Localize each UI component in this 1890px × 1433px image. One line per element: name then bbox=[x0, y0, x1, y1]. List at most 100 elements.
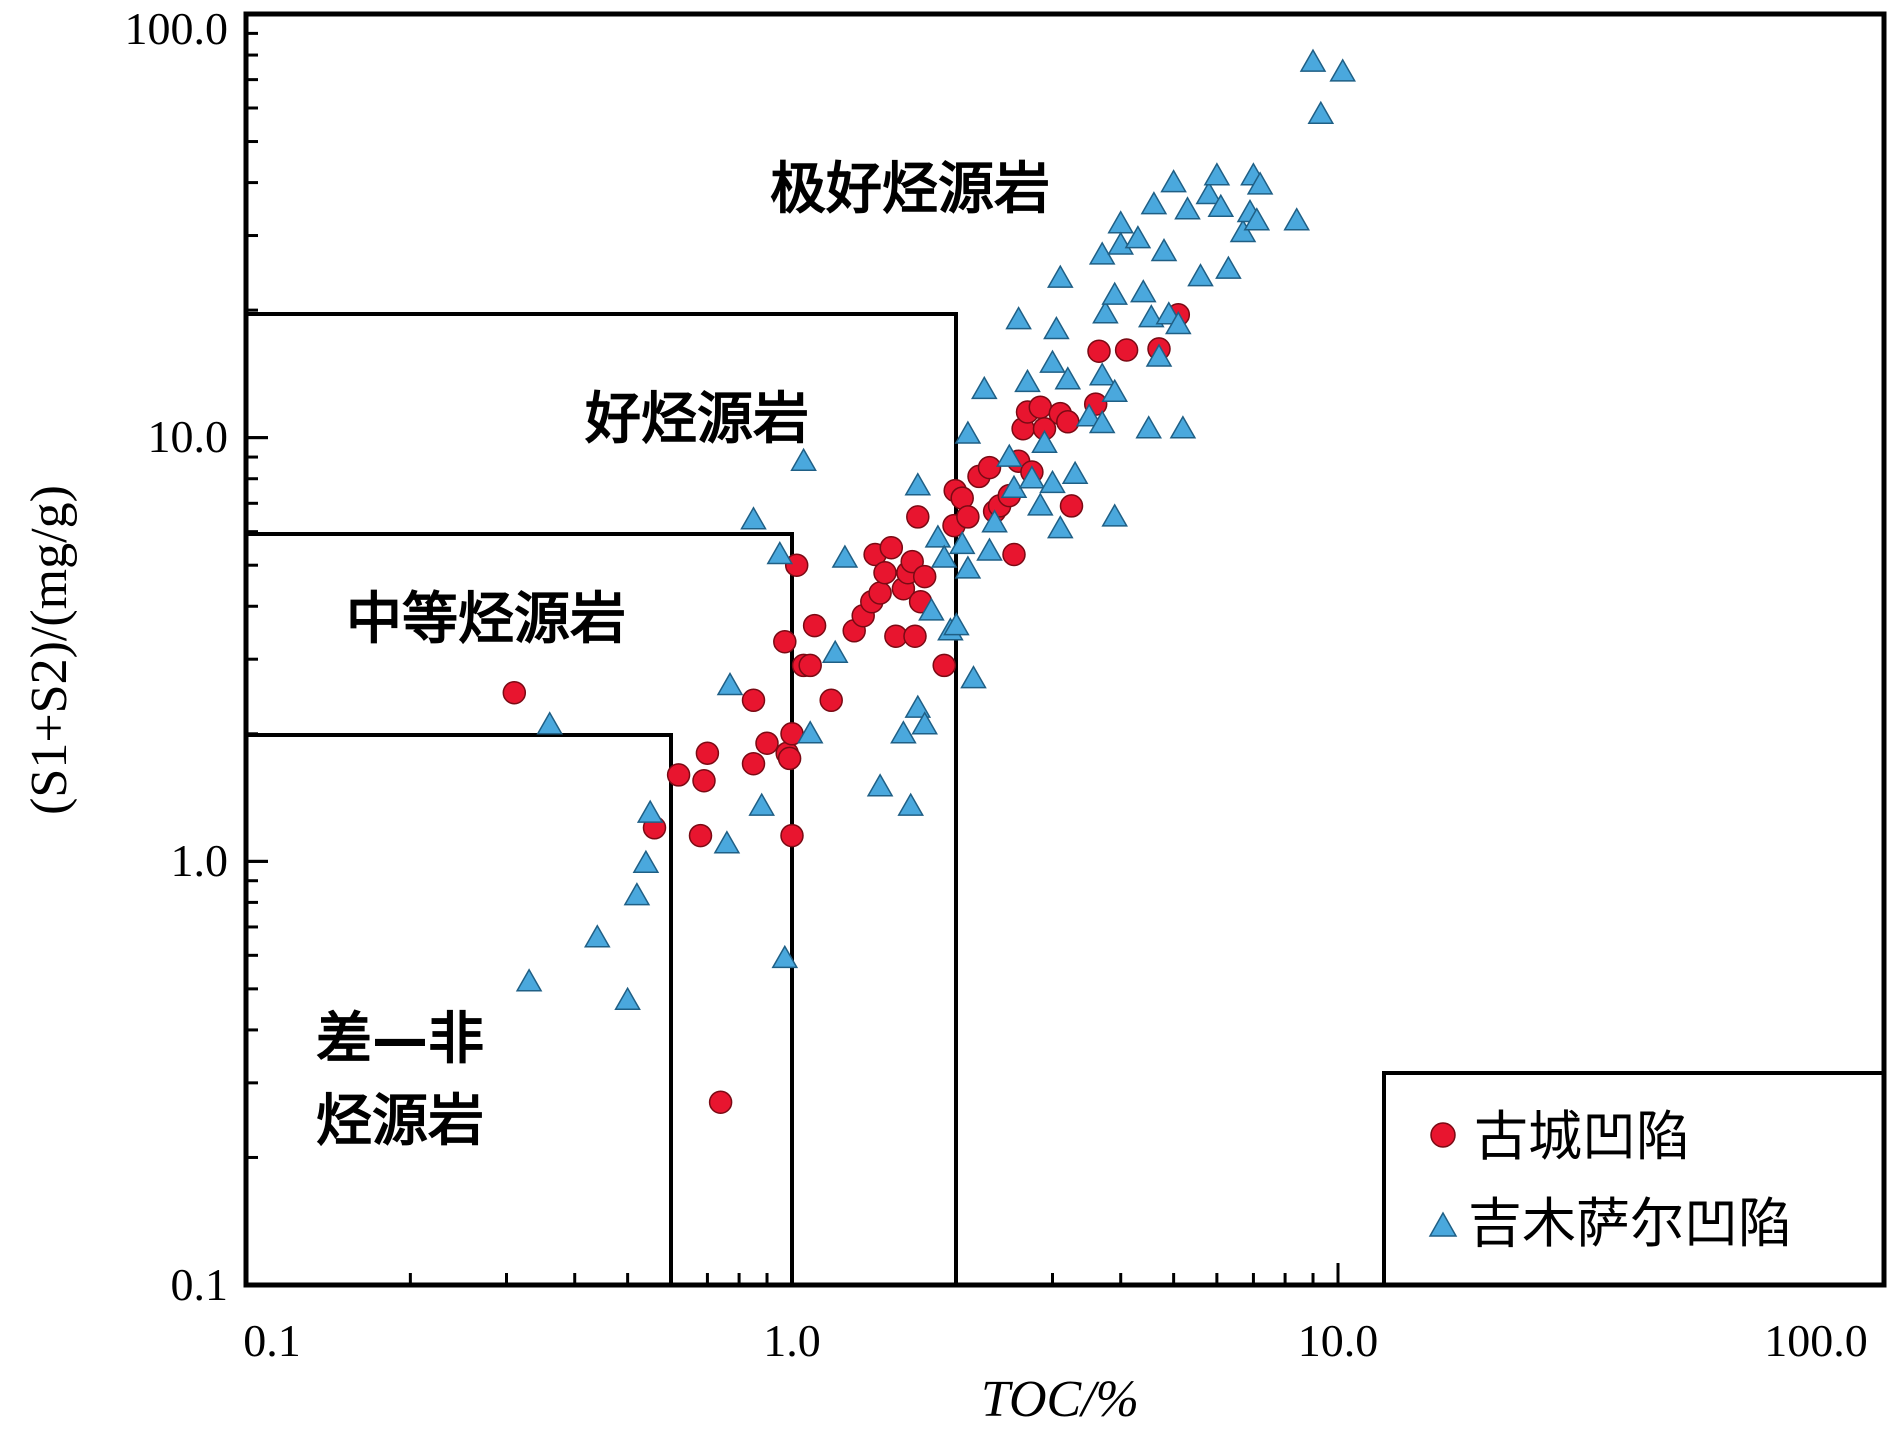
data-point-jimusaer bbox=[584, 924, 611, 948]
data-point-jimusaer bbox=[1014, 368, 1041, 393]
data-point-jimusaer bbox=[1130, 279, 1157, 303]
data-point-gucheng bbox=[956, 505, 980, 529]
data-point-jimusaer bbox=[1215, 255, 1242, 279]
data-point-jimusaer bbox=[1031, 429, 1058, 454]
data-point-jimusaer bbox=[1207, 193, 1235, 217]
data-point-jimusaer bbox=[1124, 225, 1152, 249]
legend: 古城凹陷 吉木萨尔凹陷 bbox=[1382, 1071, 1886, 1287]
legend-label-jimusaer: 吉木萨尔凹陷 bbox=[1468, 1192, 1792, 1255]
data-point-gucheng bbox=[780, 823, 804, 848]
data-point-jimusaer bbox=[748, 792, 775, 816]
data-point-jimusaer bbox=[1160, 169, 1187, 193]
data-point-jimusaer bbox=[1229, 218, 1257, 243]
data-point-jimusaer bbox=[904, 694, 932, 718]
y-tick-label-1: 1.0 bbox=[171, 835, 229, 886]
data-point-jimusaer bbox=[515, 968, 543, 992]
data-point-gucheng bbox=[798, 653, 822, 678]
region-label-poor-line1: 差—非 bbox=[316, 1007, 484, 1072]
y-axis-title: (S1+S2)/(mg/g) bbox=[21, 485, 78, 815]
data-point-jimusaer bbox=[623, 882, 651, 906]
region-label-medium: 中等烃源岩 bbox=[346, 587, 626, 652]
data-point-gucheng bbox=[1028, 395, 1053, 419]
data-point-jimusaer bbox=[1039, 349, 1066, 373]
data-point-jimusaer bbox=[766, 540, 794, 565]
data-point-jimusaer bbox=[1054, 366, 1082, 390]
data-point-jimusaer bbox=[1088, 409, 1116, 434]
data-point-jimusaer bbox=[796, 720, 824, 744]
y-tick-label-2: 10.0 bbox=[148, 411, 229, 462]
data-point-jimusaer bbox=[1018, 465, 1046, 489]
data-point-gucheng bbox=[784, 553, 809, 577]
data-point-gucheng bbox=[777, 746, 802, 771]
data-point-jimusaer bbox=[1107, 210, 1134, 234]
data-point-jimusaer bbox=[740, 506, 767, 530]
data-point-gucheng bbox=[932, 653, 956, 678]
data-point-gucheng bbox=[900, 549, 924, 574]
data-point-jimusaer bbox=[1169, 415, 1197, 439]
legend-label-gucheng: 古城凹陷 bbox=[1474, 1105, 1690, 1168]
x-tick-label-1: 1.0 bbox=[763, 1315, 821, 1366]
data-point-jimusaer bbox=[1195, 180, 1223, 205]
data-point-jimusaer bbox=[1039, 469, 1066, 494]
data-point-jimusaer bbox=[890, 720, 917, 744]
region-boundaries bbox=[246, 312, 958, 1285]
data-point-jimusaer bbox=[716, 671, 744, 696]
data-point-jimusaer bbox=[1135, 415, 1162, 439]
data-point-jimusaer bbox=[1075, 403, 1103, 427]
data-point-jimusaer bbox=[1203, 162, 1231, 186]
data-point-jimusaer bbox=[636, 799, 664, 823]
data-point-gucheng bbox=[879, 535, 904, 560]
data-point-gucheng bbox=[912, 564, 937, 589]
data-point-jimusaer bbox=[1138, 304, 1165, 328]
data-point-jimusaer bbox=[897, 792, 924, 816]
data-point-gucheng bbox=[873, 560, 897, 585]
data-point-gucheng bbox=[977, 455, 1002, 480]
data-point-gucheng bbox=[773, 629, 797, 654]
data-point-gucheng bbox=[688, 823, 713, 848]
data-point-jimusaer bbox=[1283, 207, 1310, 231]
data-point-gucheng bbox=[1059, 494, 1084, 518]
data-point-jimusaer bbox=[904, 472, 932, 496]
y-tick-label-0: 0.1 bbox=[171, 1259, 229, 1310]
data-point-jimusaer bbox=[1101, 378, 1128, 402]
series-jimusaer bbox=[515, 48, 1356, 1011]
data-point-jimusaer bbox=[831, 544, 859, 568]
data-point-jimusaer bbox=[1329, 58, 1356, 82]
data-point-jimusaer bbox=[713, 830, 741, 854]
y-tick-label-3: 100.0 bbox=[125, 3, 229, 54]
data-point-gucheng bbox=[1056, 410, 1080, 434]
plot-frame bbox=[243, 11, 1887, 1288]
data-point-gucheng bbox=[741, 688, 766, 713]
data-point-gucheng bbox=[692, 768, 716, 793]
data-point-jimusaer bbox=[943, 612, 970, 636]
legend-marker-triangle bbox=[1428, 1211, 1458, 1237]
data-point-gucheng bbox=[755, 731, 779, 755]
x-tick-label-0: 0.1 bbox=[243, 1315, 301, 1366]
data-point-jimusaer bbox=[821, 639, 849, 663]
data-point-jimusaer bbox=[1140, 191, 1168, 215]
data-point-gucheng bbox=[903, 624, 927, 648]
data-point-gucheng bbox=[802, 613, 827, 638]
data-point-jimusaer bbox=[1150, 237, 1178, 262]
region-label-excellent: 极好烃源岩 bbox=[770, 157, 1050, 222]
data-point-gucheng bbox=[502, 680, 527, 705]
data-point-jimusaer bbox=[1174, 196, 1201, 220]
data-point-gucheng bbox=[868, 581, 892, 605]
data-point-gucheng bbox=[708, 1090, 733, 1114]
data-point-jimusaer bbox=[1088, 362, 1116, 386]
data-point-gucheng bbox=[695, 741, 720, 765]
data-point-jimusaer bbox=[632, 849, 660, 873]
data-point-jimusaer bbox=[1101, 281, 1128, 305]
data-point-jimusaer bbox=[911, 711, 938, 735]
data-point-jimusaer bbox=[1145, 343, 1173, 367]
data-point-jimusaer bbox=[1092, 300, 1119, 324]
data-point-gucheng bbox=[906, 505, 930, 529]
boundary-poor bbox=[246, 733, 673, 1285]
data-point-gucheng bbox=[819, 688, 843, 713]
data-point-jimusaer bbox=[790, 447, 817, 471]
data-point-jimusaer bbox=[1043, 315, 1070, 340]
x-axis-title: TOC/% bbox=[981, 1371, 1139, 1428]
data-point-jimusaer bbox=[954, 555, 982, 579]
series-gucheng bbox=[502, 303, 1191, 1114]
